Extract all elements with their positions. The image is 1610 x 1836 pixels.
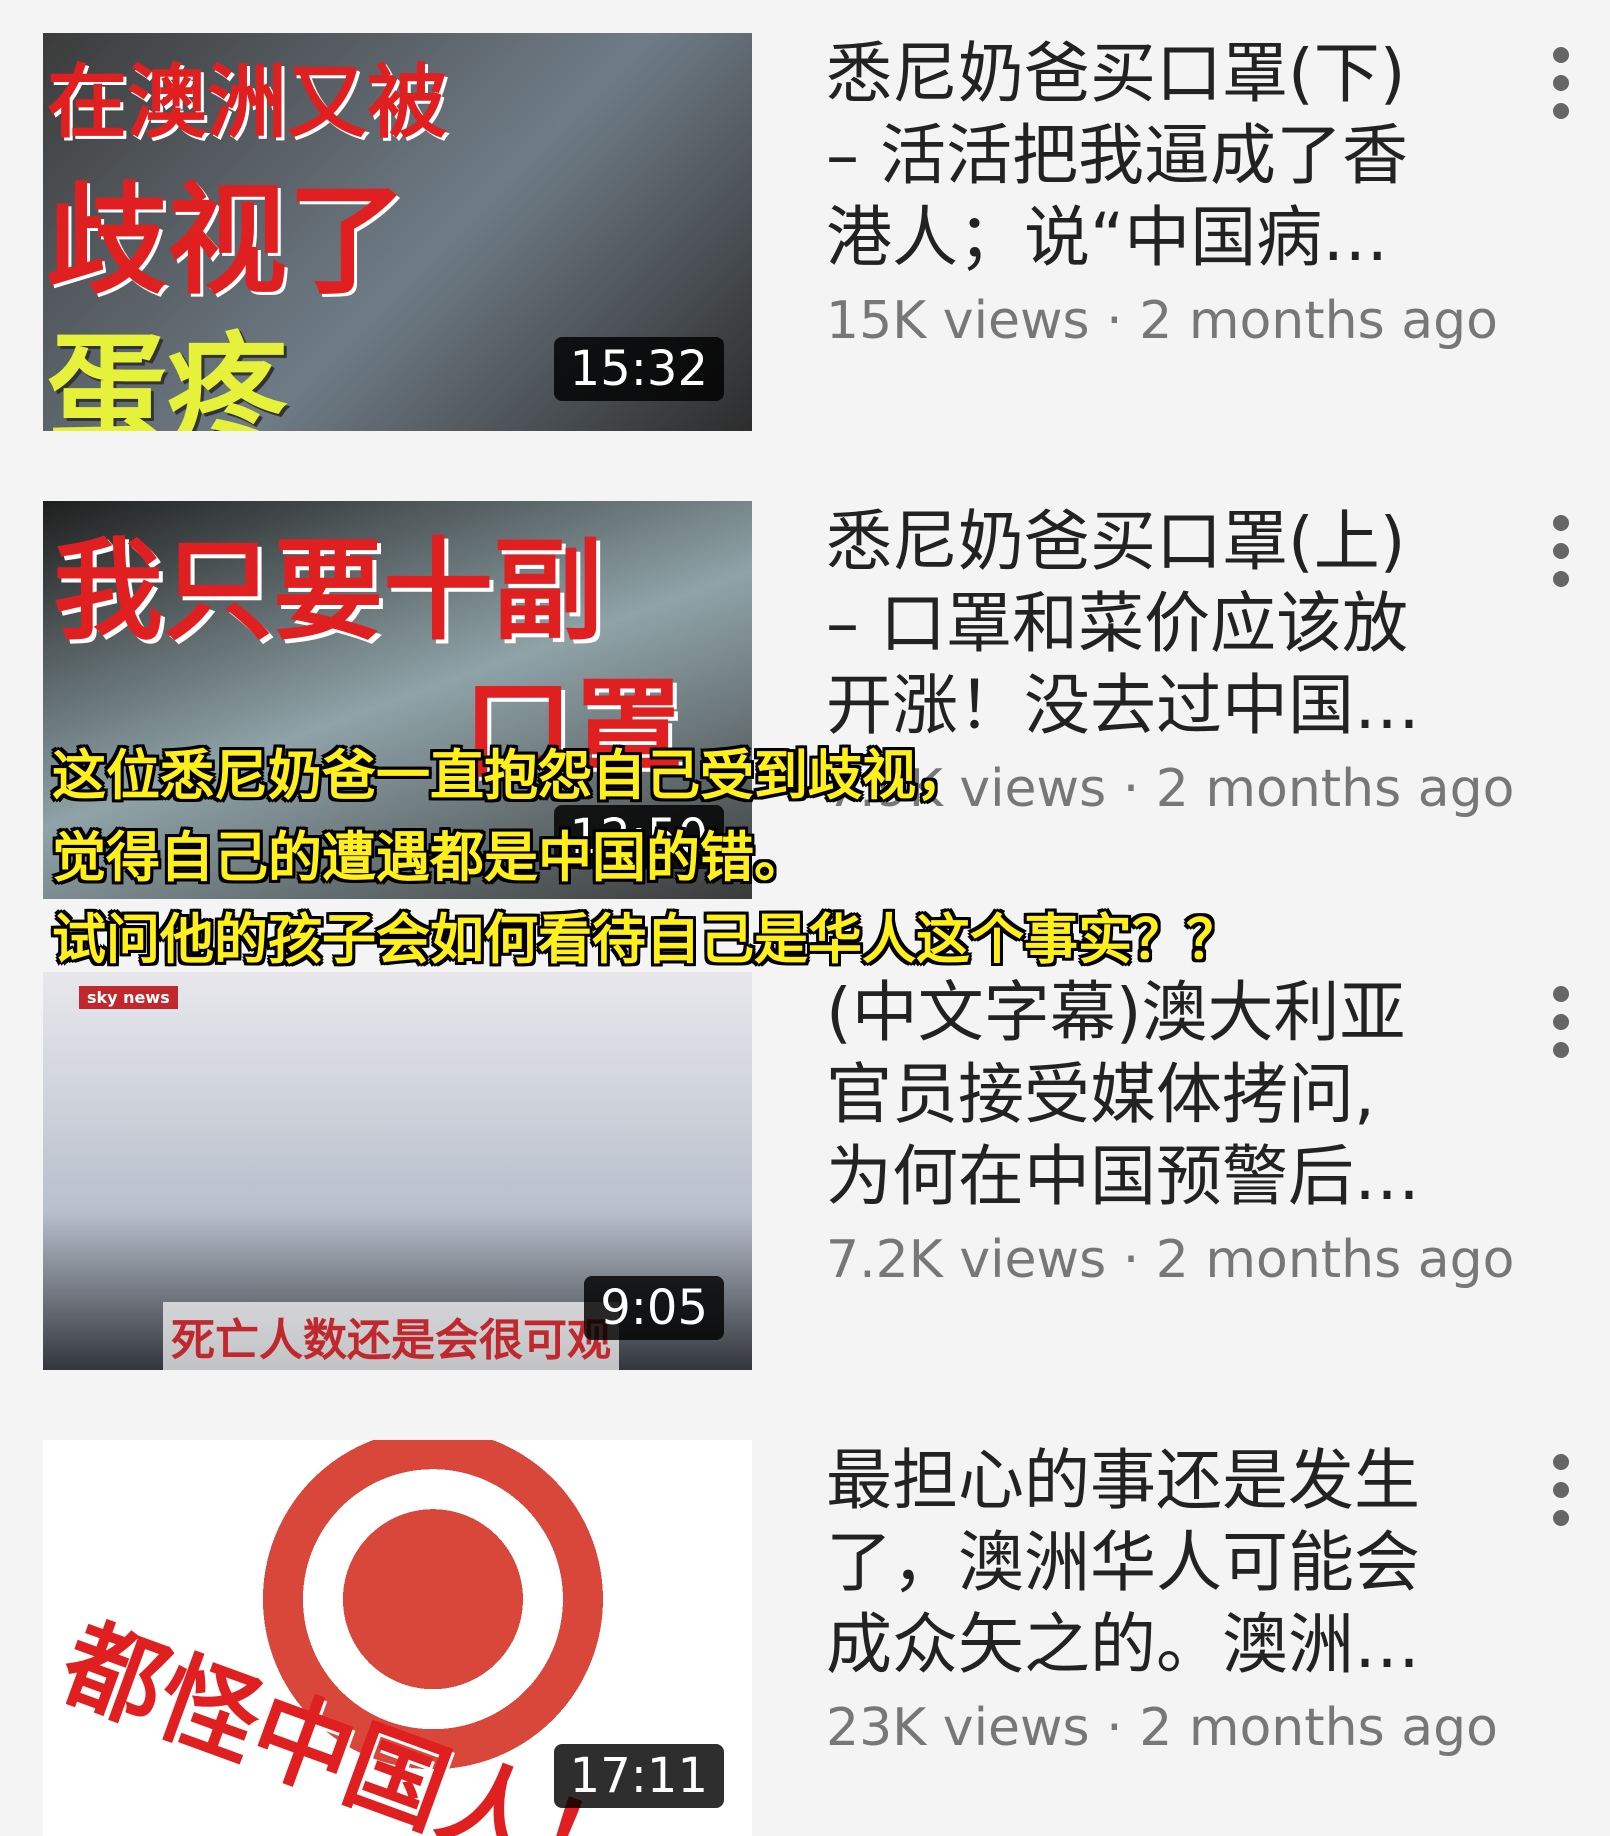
title-line: 了，澳洲华人可能会 <box>826 1524 1420 1601</box>
title-line: 官员接受媒体拷问, <box>826 1056 1375 1133</box>
title-line: 悉尼奶爸买口罩(下) <box>826 35 1406 112</box>
caption-line: 觉得自己的遭遇都是中国的错。 <box>52 826 808 889</box>
thumbnail-text: 在澳洲又被 <box>47 56 447 149</box>
title-line: 开涨！没去过中国… <box>826 667 1420 744</box>
thumbnail-text: 死亡人数还是会很可观 <box>163 1302 619 1370</box>
title-line: – 口罩和菜价应该放 <box>826 585 1408 662</box>
video-title[interactable]: 悉尼奶爸买口罩(上) – 口罩和菜价应该放 开涨！没去过中国… <box>826 501 1420 747</box>
video-meta: 23K views · 2 months ago <box>826 1698 1498 1758</box>
title-line: (中文字幕)澳大利亚 <box>826 974 1406 1051</box>
caption-line: 这位悉尼奶爸一直抱怨自己受到歧视， <box>52 744 970 807</box>
thumbnail-text: 蛋疼 <box>47 322 287 431</box>
video-meta: 7.2K views · 2 months ago <box>826 1230 1515 1290</box>
video-meta: 7.9K views · 2 months ago <box>826 759 1515 819</box>
thumbnail[interactable]: 在澳洲又被歧视了蛋疼 15:32 <box>43 33 752 431</box>
caption-line: 试问他的孩子会如何看待自己是华人这个事实？？ <box>52 908 1240 971</box>
thumbnail[interactable]: sky news 死亡人数还是会很可观 9:05 <box>43 972 752 1370</box>
title-line: 港人；说“中国病… <box>826 199 1389 276</box>
thumbnail-text: sky news <box>79 986 178 1009</box>
video-item[interactable]: 都怪中国人！ 17:11 最担心的事还是发生 了，澳洲华人可能会 成众矢之的。澳洲… 23… <box>0 1440 1610 1836</box>
video-title[interactable]: 最担心的事还是发生 了，澳洲华人可能会 成众矢之的。澳洲… <box>826 1440 1420 1686</box>
duration-badge: 9:05 <box>584 1276 724 1340</box>
overlay-caption: 这位悉尼奶爸一直抱怨自己受到歧视， 觉得自己的遭遇都是中国的错。试问他的孩子会如何… <box>52 735 1240 981</box>
video-meta: 15K views · 2 months ago <box>826 291 1498 351</box>
thumbnail-text: 口罩 <box>463 667 683 795</box>
title-line: 最担心的事还是发生 <box>826 1442 1420 1519</box>
video-item[interactable]: 我只要十副 口罩 12:50 悉尼奶爸买口罩(上) – 口罩和菜价应该放 开涨！没去过中国… <box>0 501 1610 970</box>
title-line: – 活活把我逼成了香 <box>826 117 1408 194</box>
thumbnail[interactable]: 我只要十副 口罩 12:50 <box>43 501 752 899</box>
video-title[interactable]: (中文字幕)澳大利亚 官员接受媒体拷问, 为何在中国预警后… <box>826 972 1420 1218</box>
thumbnail[interactable]: 都怪中国人！ 17:11 <box>43 1440 752 1836</box>
duration-badge: 12:50 <box>553 805 724 869</box>
more-button[interactable] <box>1553 515 1571 595</box>
thumbnail-text: 我只要十副 <box>53 527 603 655</box>
duration-badge: 15:32 <box>553 337 724 401</box>
video-title[interactable]: 悉尼奶爸买口罩(下) – 活活把我逼成了香 港人；说“中国病… <box>826 33 1408 279</box>
thumbnail-text: 歧视了 <box>47 172 407 311</box>
more-button[interactable] <box>1553 47 1571 127</box>
video-item[interactable]: 在澳洲又被歧视了蛋疼 15:32 悉尼奶爸买口罩(下) – 活活把我逼成了香 港人；说“… <box>0 33 1610 502</box>
title-line: 成众矢之的。澳洲… <box>826 1606 1420 1683</box>
video-item[interactable]: sky news 死亡人数还是会很可观 9:05 (中文字幕)澳大利亚 官员接受媒体拷问… <box>0 972 1610 1441</box>
duration-badge: 17:11 <box>553 1744 724 1808</box>
title-line: 为何在中国预警后… <box>826 1138 1420 1215</box>
more-button[interactable] <box>1553 986 1571 1066</box>
title-line: 悉尼奶爸买口罩(上) <box>826 503 1406 580</box>
more-button[interactable] <box>1553 1454 1571 1534</box>
